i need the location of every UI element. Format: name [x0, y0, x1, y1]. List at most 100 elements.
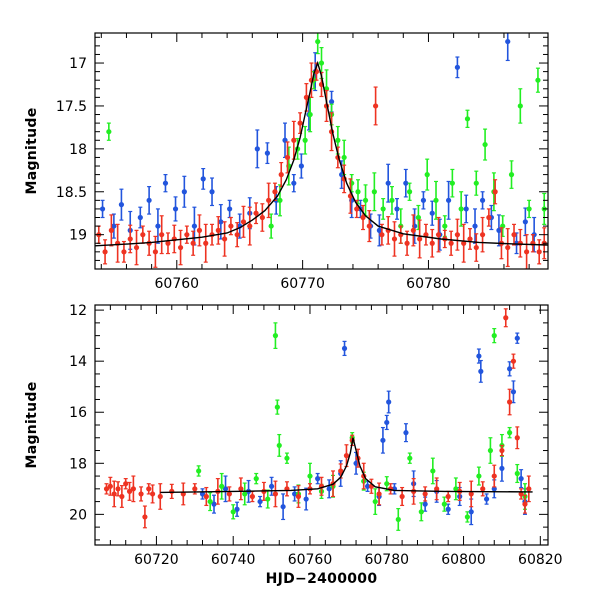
data-point [200, 176, 206, 182]
data-point [454, 232, 460, 238]
bottom-panel: 60720 60740 60760 60780 60800 60820 12 14 16 18 20… [24, 303, 563, 587]
data-point [115, 486, 121, 492]
data-point [254, 146, 260, 152]
data-point [343, 453, 350, 459]
data-point [372, 498, 378, 505]
data-point [491, 473, 497, 479]
data-point [242, 491, 248, 497]
data-point [230, 509, 236, 515]
data-point [137, 214, 143, 221]
y-tick-label: 16 [69, 405, 87, 421]
data-point [326, 486, 332, 492]
data-point [366, 223, 372, 229]
data-point [505, 244, 511, 251]
data-point [341, 154, 347, 161]
data-point [386, 399, 392, 405]
data-point [211, 501, 217, 507]
data-point [272, 333, 279, 339]
data-point [417, 236, 423, 242]
data-point [184, 232, 190, 238]
data-point [274, 404, 280, 410]
data-point [142, 514, 148, 520]
data-point [505, 38, 511, 45]
data-point [341, 345, 348, 352]
data-point [355, 189, 361, 195]
data-point [429, 210, 435, 216]
x-tick-label: 60760 [288, 552, 333, 568]
data-point [140, 232, 146, 238]
data-point [102, 249, 108, 255]
data-point [118, 202, 125, 208]
data-point [234, 506, 240, 512]
y-tick-label: 19 [69, 228, 87, 244]
data-point [433, 197, 439, 203]
data-point [315, 476, 321, 482]
data-point [499, 447, 505, 454]
y-axis-title: Magnitude [24, 381, 40, 468]
data-point [209, 189, 215, 195]
data-point [119, 493, 125, 500]
data-point [499, 465, 505, 472]
data-point [486, 214, 492, 221]
data-point [389, 197, 395, 203]
data-point [191, 223, 198, 229]
data-point [133, 244, 140, 251]
data-point [159, 232, 165, 238]
data-point [483, 496, 490, 502]
data-point [384, 419, 390, 426]
data-point [454, 64, 460, 70]
data-point [298, 163, 304, 169]
data-point [121, 249, 127, 255]
data-point [415, 214, 421, 221]
data-point [278, 172, 284, 178]
data-point [461, 240, 467, 246]
data-point [127, 236, 133, 242]
data-point [196, 227, 203, 233]
data-point [507, 399, 513, 405]
x-tick-label: 60770 [280, 276, 325, 292]
data-point [259, 214, 265, 221]
data-point [491, 486, 497, 492]
data-point [430, 468, 436, 474]
y-tick-label: 18.5 [56, 185, 87, 201]
data-point [395, 516, 401, 523]
series-2 [103, 308, 532, 529]
data-point [379, 232, 385, 238]
data-point [297, 120, 303, 126]
data-point [303, 94, 309, 100]
data-point [165, 240, 171, 246]
data-point [423, 232, 429, 238]
data-point [238, 486, 244, 492]
data-point [203, 493, 209, 500]
x-tick-label: 60760 [155, 276, 200, 292]
data-point [522, 219, 528, 225]
data-point [473, 180, 479, 186]
data-point [479, 232, 486, 238]
data-point [403, 180, 409, 186]
y-axis-title: Magnitude [24, 107, 40, 194]
data-point [222, 236, 228, 242]
data-point [152, 249, 158, 255]
data-point [307, 111, 313, 118]
plot-area [103, 308, 533, 531]
data-point [480, 486, 486, 492]
data-point [472, 223, 478, 229]
data-point [507, 430, 513, 436]
data-point [272, 189, 278, 195]
data-point [199, 491, 206, 497]
data-point [476, 353, 482, 359]
data-point [177, 244, 184, 251]
data-point [228, 223, 234, 229]
data-point [277, 197, 283, 203]
data-point [284, 154, 291, 161]
data-point [514, 435, 520, 441]
model-curve [95, 60, 548, 247]
x-tick-label: 60820 [518, 552, 563, 568]
x-tick-label: 60780 [364, 552, 409, 568]
data-point [108, 227, 114, 233]
data-point [514, 335, 520, 341]
data-point [448, 240, 454, 246]
data-point [463, 206, 469, 212]
data-point [172, 206, 179, 212]
